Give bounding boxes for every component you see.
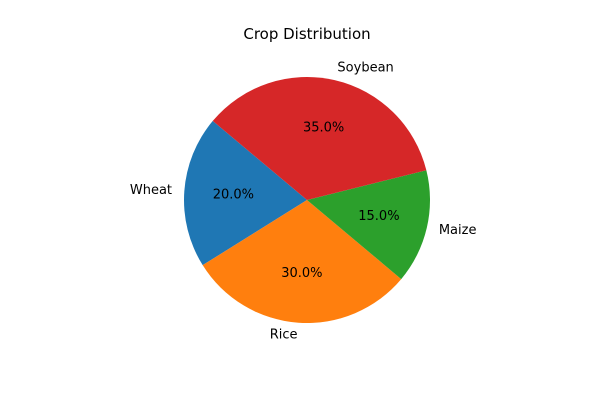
- pie-labels: Wheat 20.0% Rice 30.0% Maize 15.0% Soybean 35.0…: [130, 61, 477, 343]
- pie-slice-wheat: [183, 120, 307, 266]
- pie-slice-rice: [202, 200, 402, 323]
- slice-label-wheat: Wheat: [130, 183, 172, 198]
- pie-slice-maize: [307, 170, 430, 280]
- slice-label-maize: Maize: [439, 223, 477, 238]
- percent-label-soybean: 35.0%: [303, 121, 344, 136]
- percent-label-maize: 15.0%: [358, 209, 399, 224]
- pie-slices: [183, 76, 430, 323]
- pie-slice-soybean: [212, 76, 427, 200]
- slice-label-soybean: Soybean: [337, 61, 393, 76]
- percent-label-wheat: 20.0%: [213, 187, 254, 202]
- slice-label-rice: Rice: [270, 327, 298, 342]
- chart-title: Crop Distribution: [243, 25, 370, 43]
- percent-label-rice: 30.0%: [281, 266, 322, 281]
